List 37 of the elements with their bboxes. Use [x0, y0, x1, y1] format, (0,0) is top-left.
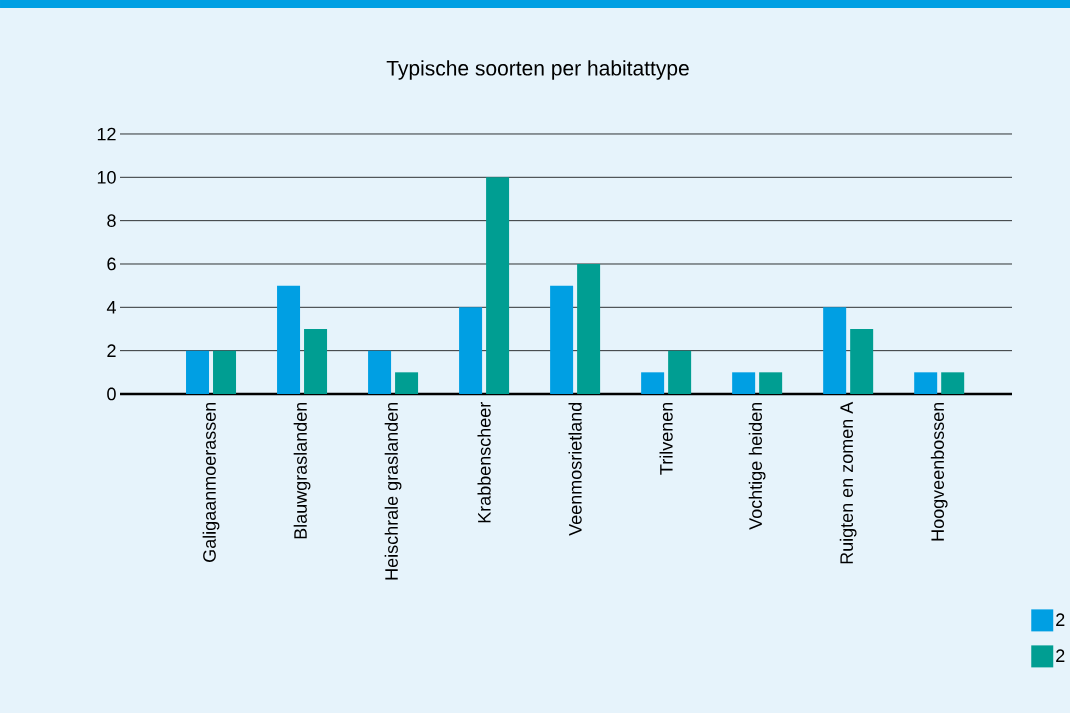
bar [668, 350, 692, 394]
x-tick-label: Krabbenscheer [477, 402, 491, 523]
bar [213, 350, 237, 394]
x-tick-label: Ruigten en zomen A [839, 401, 857, 564]
bar [823, 307, 847, 394]
bar [850, 328, 874, 394]
legend-label: 2 [1056, 649, 1065, 662]
bar [368, 350, 392, 394]
bar [550, 285, 574, 394]
y-tick-label: 10 [97, 170, 116, 184]
chart-title: Typische soorten per habitattype [386, 60, 689, 80]
bar [914, 372, 938, 394]
bar [486, 177, 510, 394]
bar [577, 263, 601, 394]
bar [941, 372, 965, 394]
x-tick-label: Hoogveenbossen [930, 402, 948, 541]
bar [459, 307, 483, 394]
x-tick-label: Galigaanmoerassen [202, 402, 220, 562]
x-tick-label: Heischrale graslanden [384, 402, 402, 580]
y-tick-label: 4 [106, 301, 116, 314]
bar [277, 285, 301, 394]
x-tick-label: Vochtige heiden [748, 402, 766, 530]
bar [759, 372, 783, 394]
x-tick-label: Veenmosrietland [568, 402, 582, 536]
bar [732, 372, 756, 394]
legend-label: 2 [1056, 613, 1065, 626]
bar [395, 372, 419, 394]
bar [641, 372, 665, 394]
y-tick-label: 12 [97, 127, 116, 141]
y-tick-label: 8 [107, 214, 116, 228]
x-tick-label: Trilvenen [659, 402, 673, 475]
x-tick-label: Blauwgraslanden [293, 402, 311, 539]
bar [186, 350, 210, 394]
bar [304, 328, 328, 394]
y-tick-label: 6 [107, 257, 116, 271]
y-tick-label: 2 [107, 344, 116, 357]
y-tick-label: 0 [107, 387, 116, 401]
